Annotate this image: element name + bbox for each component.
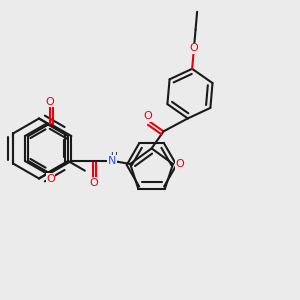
Text: O: O xyxy=(143,112,152,122)
Text: O: O xyxy=(89,178,98,188)
Text: H: H xyxy=(110,152,117,161)
Text: O: O xyxy=(190,43,198,53)
Text: O: O xyxy=(46,97,54,107)
Text: N: N xyxy=(108,156,116,166)
Text: O: O xyxy=(46,174,55,184)
Text: O: O xyxy=(175,159,184,169)
